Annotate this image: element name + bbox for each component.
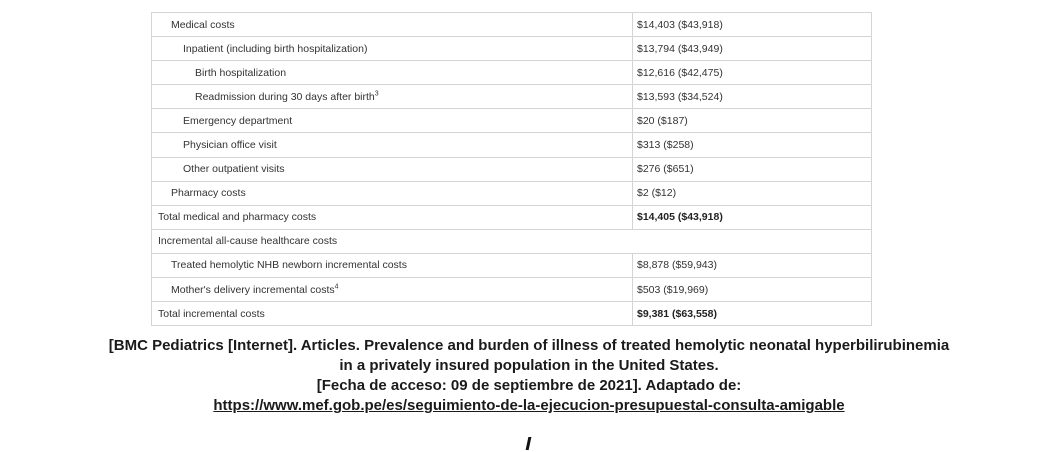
row-value: $12,616 ($42,475)	[632, 60, 872, 86]
row-label: Readmission during 30 days after birth	[195, 90, 375, 103]
row-value: $20 ($187)	[632, 108, 872, 134]
row-label: Emergency department	[151, 108, 633, 134]
citation-line-1: [BMC Pediatrics [Internet]. Articles. Pr…	[108, 337, 950, 354]
row-label: Total incremental costs	[151, 301, 633, 327]
table-row: Inpatient (including birth hospitalizati…	[151, 36, 872, 62]
table-row: Mother's delivery incremental costs4 $50…	[151, 277, 872, 303]
row-label-cell: Readmission during 30 days after birth3	[151, 84, 633, 110]
row-value: $13,794 ($43,949)	[632, 36, 872, 62]
row-label: Mother's delivery incremental costs	[171, 283, 335, 296]
row-label: Total medical and pharmacy costs	[151, 204, 633, 230]
table-row: Incremental all-cause healthcare costs	[151, 228, 872, 254]
text-cursor	[525, 437, 532, 450]
row-label-cell: Mother's delivery incremental costs4	[151, 277, 633, 303]
citation-line-2: in a privately insured population in the…	[339, 357, 719, 374]
row-label: Physician office visit	[151, 132, 633, 158]
row-value: $14,403 ($43,918)	[632, 11, 872, 38]
row-value: $14,405 ($43,918)	[632, 204, 872, 230]
row-value: $9,381 ($63,558)	[632, 301, 872, 327]
row-value: $503 ($19,969)	[632, 277, 872, 303]
table-row: Treated hemolytic NHB newborn incrementa…	[151, 252, 872, 279]
table-row: Total medical and pharmacy costs $14,405…	[151, 204, 872, 230]
row-label: Other outpatient visits	[151, 156, 633, 182]
row-value: $313 ($258)	[632, 132, 872, 158]
row-label: Birth hospitalization	[151, 60, 633, 86]
row-value: $276 ($651)	[632, 156, 872, 182]
citation-line-3: [Fecha de acceso: 09 de septiembre de 20…	[316, 377, 742, 394]
table-row: Total incremental costs $9,381 ($63,558)	[151, 301, 872, 327]
costs-table: Medical costs $14,403 ($43,918) Inpatien…	[151, 11, 872, 327]
table-row: Medical costs $14,403 ($43,918)	[151, 11, 872, 38]
source-link[interactable]: https://www.mef.gob.pe/es/seguimiento-de…	[213, 397, 845, 414]
footnote-marker: 3	[374, 90, 379, 98]
table-row: Pharmacy costs $2 ($12)	[151, 180, 872, 206]
citation: [BMC Pediatrics [Internet]. Articles. Pr…	[0, 336, 1058, 416]
table-row: Other outpatient visits $276 ($651)	[151, 156, 872, 182]
table-row: Emergency department $20 ($187)	[151, 108, 872, 134]
row-label: Medical costs	[151, 11, 633, 38]
row-label: Pharmacy costs	[151, 180, 633, 206]
table-row: Birth hospitalization $12,616 ($42,475)	[151, 60, 872, 86]
section-header: Incremental all-cause healthcare costs	[151, 228, 872, 254]
table-row: Physician office visit $313 ($258)	[151, 132, 872, 158]
row-label: Treated hemolytic NHB newborn incrementa…	[151, 252, 633, 279]
table-row: Readmission during 30 days after birth3 …	[151, 84, 872, 110]
row-value: $13,593 ($34,524)	[632, 84, 872, 110]
row-label: Inpatient (including birth hospitalizati…	[151, 36, 633, 62]
row-value: $2 ($12)	[632, 180, 872, 206]
footnote-marker: 4	[334, 283, 339, 291]
row-value: $8,878 ($59,943)	[632, 252, 872, 279]
